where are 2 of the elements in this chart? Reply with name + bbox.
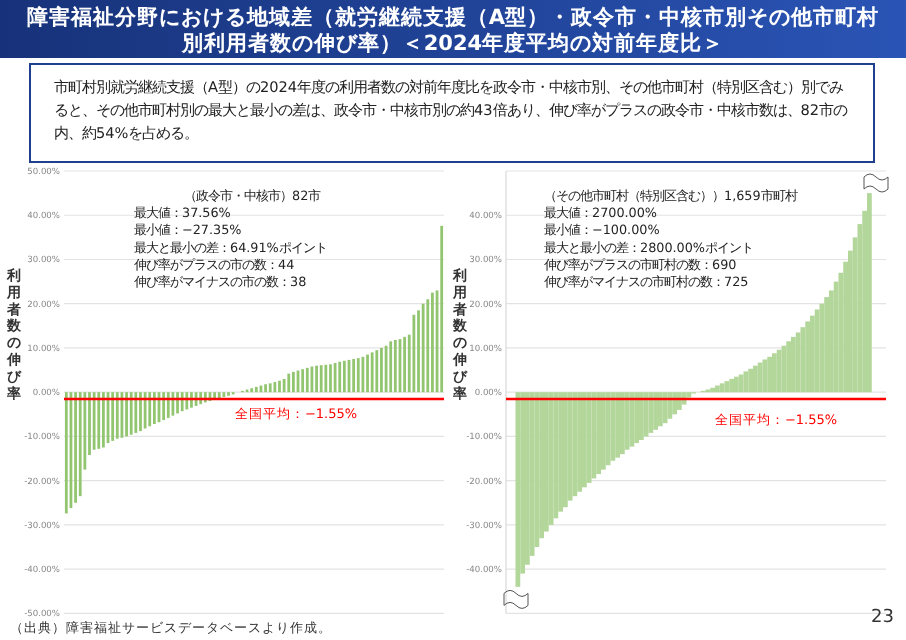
annotation: 23 [871,608,894,628]
chart-title: 障害福祉分野における地域差（就労継続支援（A型）・政令市・中核市別その他市町村別利用者数の伸び率）＜2024年度平均の対前年度比＞ [26,4,880,56]
